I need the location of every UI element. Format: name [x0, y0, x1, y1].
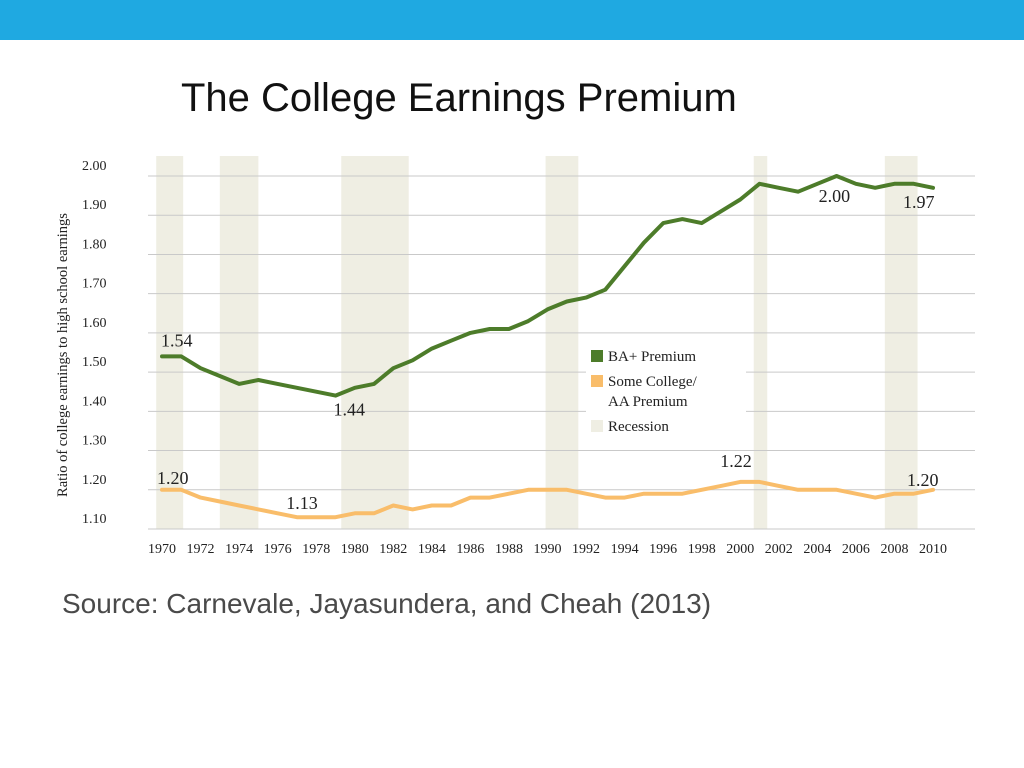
recession-band-3 [545, 156, 579, 529]
data-label: 1.54 [161, 330, 193, 350]
chart-legend: BA+ Premium Some College/AA Premium Recess… [586, 340, 746, 440]
x-tick-label: 1978 [302, 542, 330, 557]
top-banner [0, 0, 1024, 40]
y-tick-label: 2.00 [82, 159, 107, 174]
some-college-line [160, 479, 935, 520]
y-axis-ticks: 1.10 1.20 1.30 1.40 1.50 1.60 1.70 1.80 1.90 2.00 [82, 159, 107, 527]
x-tick-label: 1970 [148, 542, 176, 557]
data-label: 1.44 [333, 400, 365, 420]
data-label: 1.97 [903, 192, 935, 212]
legend-background [586, 340, 746, 440]
series-lines [160, 174, 935, 520]
data-label: 1.20 [157, 468, 189, 488]
y-tick-label: 1.70 [82, 277, 107, 292]
x-tick-label: 1998 [688, 542, 716, 557]
y-tick-label: 1.60 [82, 316, 107, 331]
x-axis-ticks: 1970 1972 1974 1976 1978 1980 1982 1984 1986 1988… [148, 542, 947, 557]
recession-bands [156, 156, 918, 529]
x-tick-label: 2008 [880, 542, 908, 557]
legend-label: AA Premium [608, 394, 688, 410]
y-tick-label: 1.40 [82, 394, 107, 409]
x-tick-label: 1994 [611, 542, 639, 557]
slide-title: The College Earnings Premium [181, 76, 737, 120]
x-tick-label: 1982 [379, 542, 407, 557]
x-tick-label: 1980 [341, 542, 369, 557]
recession-band-0 [156, 156, 184, 529]
recession-band-1 [219, 156, 259, 529]
y-axis-label: Ratio of college earnings to high school… [55, 213, 71, 497]
y-tick-label: 1.50 [82, 355, 107, 370]
y-tick-label: 1.20 [82, 473, 107, 488]
x-tick-label: 1972 [187, 542, 215, 557]
x-tick-label: 2006 [842, 542, 870, 557]
legend-swatch-some-college [591, 375, 603, 387]
recession-band-2 [341, 156, 409, 529]
y-tick-label: 1.10 [82, 512, 107, 527]
legend-label: Recession [608, 419, 669, 435]
x-tick-label: 2000 [726, 542, 754, 557]
data-label: 1.20 [907, 470, 939, 490]
x-tick-label: 2002 [765, 542, 793, 557]
ba-premium-line [160, 174, 935, 398]
data-label: 1.22 [720, 451, 752, 471]
x-tick-label: 2004 [803, 542, 831, 557]
y-tick-label: 1.90 [82, 198, 107, 213]
data-label: 1.13 [286, 493, 318, 513]
recession-band-5 [884, 156, 918, 529]
source-citation: Source: Carnevale, Jayasundera, and Chea… [62, 588, 712, 619]
x-tick-label: 1988 [495, 542, 523, 557]
x-tick-label: 1984 [418, 542, 446, 557]
data-label: 2.00 [819, 186, 851, 206]
legend-swatch-recession [591, 420, 603, 432]
x-tick-label: 2010 [919, 542, 947, 557]
x-tick-label: 1976 [264, 542, 292, 557]
y-tick-label: 1.30 [82, 434, 107, 449]
recession-band-4 [753, 156, 768, 529]
legend-swatch-ba [591, 350, 603, 362]
x-tick-label: 1990 [534, 542, 562, 557]
x-tick-label: 1992 [572, 542, 600, 557]
x-tick-label: 1974 [225, 542, 253, 557]
data-annotations: 1.54 1.44 2.00 1.97 1.20 1.13 1.22 1.20 [157, 186, 939, 513]
legend-label: Some College/ [608, 374, 698, 390]
x-tick-label: 1986 [456, 542, 484, 557]
legend-label: BA+ Premium [608, 349, 696, 365]
x-tick-label: 1996 [649, 542, 677, 557]
y-tick-label: 1.80 [82, 237, 107, 252]
